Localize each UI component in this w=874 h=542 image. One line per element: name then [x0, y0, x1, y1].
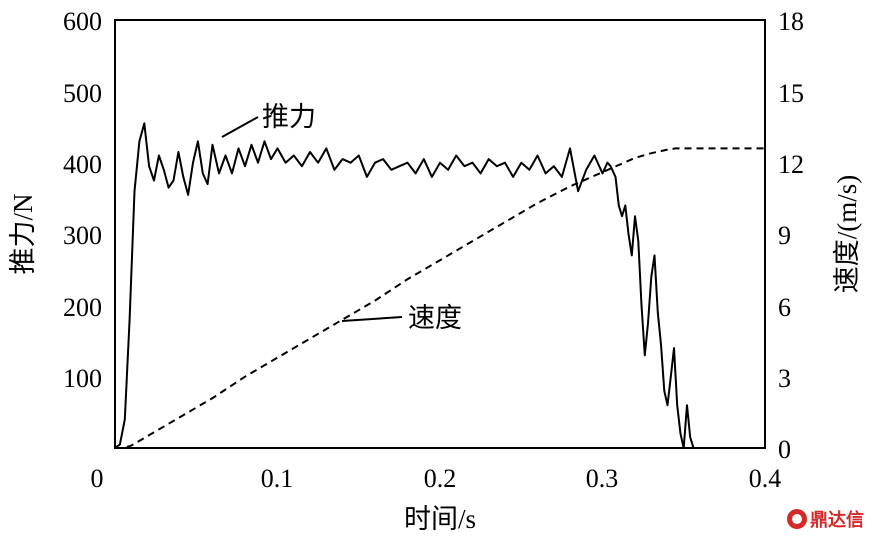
- watermark-text: 鼎达信: [810, 510, 864, 531]
- thrust-annotation-leader: [221, 116, 259, 138]
- x-tick-label: 0.3: [586, 464, 619, 493]
- y-right-tick-label: 0: [778, 435, 791, 464]
- watermark-logo-icon: [787, 509, 807, 529]
- y-left-tick-label: 200: [63, 293, 102, 322]
- x-axis-title: 时间/s: [404, 504, 476, 534]
- y-right-tick-label: 12: [778, 150, 804, 179]
- thrust-annotation: 推力: [262, 102, 316, 132]
- y-left-tick-label: 600: [63, 7, 102, 36]
- x-tick-label: 0.4: [749, 464, 782, 493]
- y-left-ticks: 100 200 300 400 500 600: [63, 7, 102, 393]
- x-tick-label: 0.1: [261, 464, 294, 493]
- x-tick-label: 0: [91, 464, 104, 493]
- y-right-axis-title: 速度/(m/s): [832, 175, 862, 294]
- y-right-tick-label: 15: [778, 79, 804, 108]
- y-right-tick-label: 9: [778, 221, 791, 250]
- watermark: 鼎达信: [787, 506, 864, 532]
- y-right-tick-label: 3: [778, 364, 791, 393]
- speed-annotation-leader: [341, 316, 403, 322]
- y-left-tick-label: 300: [63, 221, 102, 250]
- y-left-axis-title: 推力/N: [8, 194, 38, 275]
- y-left-tick-label: 100: [63, 364, 102, 393]
- plot-frame: [114, 19, 766, 449]
- y-left-tick-label: 500: [63, 79, 102, 108]
- x-ticks: 0 0.1 0.2 0.3 0.4: [91, 464, 782, 493]
- y-right-ticks: 0 3 6 9 12 15 18: [778, 7, 804, 464]
- speed-series-line: [115, 147, 765, 449]
- x-tick-label: 0.2: [424, 464, 457, 493]
- speed-annotation: 速度: [408, 303, 462, 333]
- y-right-tick-label: 18: [778, 7, 804, 36]
- thrust-series-line: [114, 122, 765, 449]
- y-left-tick-label: 400: [63, 150, 102, 179]
- y-right-tick-label: 6: [778, 293, 791, 322]
